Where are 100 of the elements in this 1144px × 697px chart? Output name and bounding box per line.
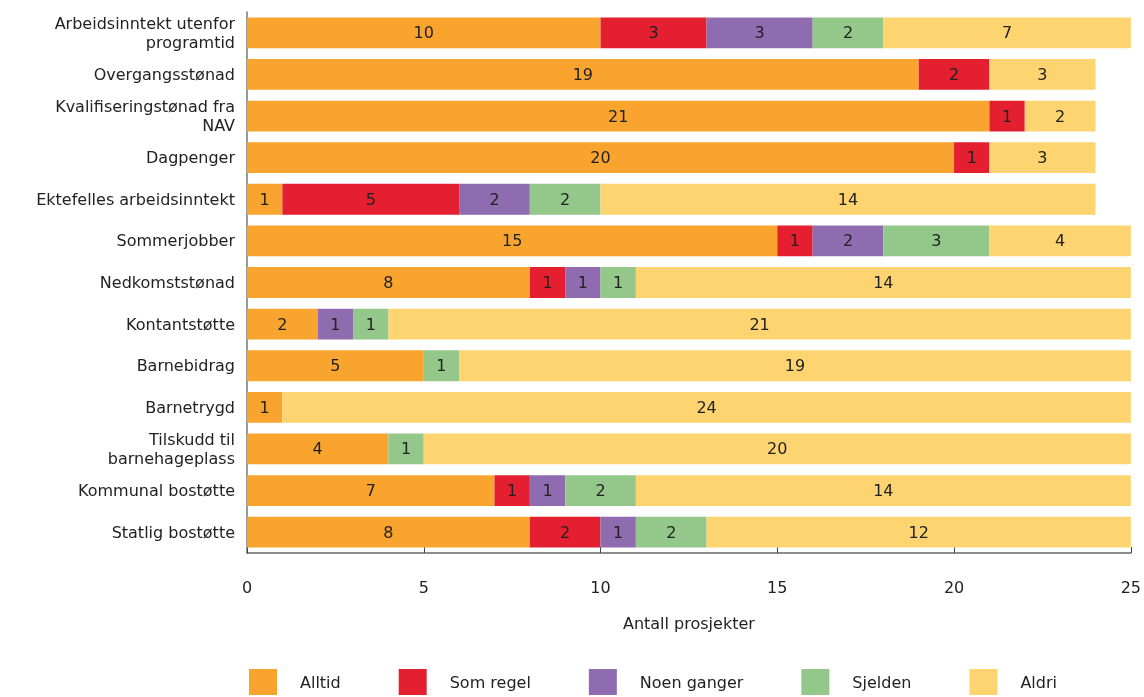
bar — [600, 17, 707, 49]
data-label: 14 — [873, 481, 894, 501]
data-label: 2 — [277, 314, 288, 334]
bar — [247, 100, 990, 132]
data-label: 21 — [749, 314, 770, 334]
x-tick-label: 25 — [1120, 577, 1141, 597]
bar — [529, 267, 566, 298]
data-label: 1 — [966, 148, 977, 168]
data-label: 1 — [542, 481, 553, 501]
data-label: 1 — [259, 189, 270, 209]
y-tick-label: Ektefelles arbeidsinntekt — [36, 189, 235, 209]
bar — [777, 225, 813, 257]
bar — [317, 308, 354, 340]
data-label: 14 — [837, 189, 859, 209]
y-tick-label: Barnetrygd — [145, 397, 235, 417]
y-tick-label: Barnebidrag — [136, 356, 235, 376]
legend-label: Aldri — [1020, 672, 1057, 692]
data-label: 19 — [572, 64, 594, 84]
y-tick-label: Sommerjobber — [116, 231, 236, 251]
data-label: 3 — [648, 23, 659, 43]
data-label: 1 — [436, 356, 447, 376]
bar — [247, 516, 530, 548]
bar — [600, 183, 1096, 215]
y-tick-label: Kontantstøtte — [126, 314, 235, 334]
data-label: 1 — [259, 397, 270, 417]
data-label: 1 — [789, 231, 801, 251]
data-label: 2 — [666, 522, 677, 542]
bar — [706, 516, 1131, 548]
bar — [989, 225, 1131, 257]
data-label: 1 — [542, 273, 553, 292]
y-tick-label: Statlig bostøtte — [111, 522, 235, 542]
data-label: 1 — [577, 273, 588, 292]
bar — [635, 516, 707, 548]
data-label: 2 — [595, 481, 606, 501]
x-axis-title: Antall prosjekter — [622, 613, 756, 633]
data-label: 7 — [1001, 23, 1013, 43]
bar — [954, 142, 990, 174]
bar — [353, 308, 389, 340]
bar — [989, 100, 1025, 132]
x-tick-label: 20 — [943, 577, 965, 597]
data-label: 1 — [507, 481, 518, 501]
y-tick-label: Nedkomststønad — [99, 273, 235, 292]
data-label: 5 — [330, 356, 341, 376]
data-label: 4 — [1055, 231, 1066, 251]
data-label: 2 — [560, 522, 571, 542]
data-label: 3 — [754, 23, 765, 43]
data-label: 1 — [613, 522, 624, 542]
data-label: 1 — [613, 273, 624, 292]
data-label: 24 — [696, 397, 717, 417]
bar — [388, 433, 424, 465]
data-label: 4 — [312, 439, 323, 459]
bar — [282, 391, 1131, 423]
y-tick-label: Arbeidsinntekt utenfor programtid — [54, 13, 236, 52]
bar — [423, 433, 1131, 465]
bar — [600, 267, 636, 298]
y-tick-label: Overgangsstønad — [93, 64, 235, 84]
bar — [565, 475, 636, 506]
bar — [635, 475, 1131, 506]
bar — [883, 17, 1131, 49]
bar — [247, 183, 283, 215]
y-tick-label: Dagpenger — [146, 148, 236, 168]
data-label: 2 — [560, 189, 571, 209]
data-label: 2 — [1055, 106, 1066, 126]
bar — [565, 267, 601, 298]
bar — [247, 267, 530, 298]
bar — [247, 433, 389, 465]
data-label: 2 — [842, 23, 854, 43]
bar — [600, 516, 636, 548]
data-label: 15 — [501, 231, 523, 251]
bar — [459, 183, 530, 215]
data-label: 2 — [842, 231, 854, 251]
bar — [282, 183, 460, 215]
legend-label: Noen ganger — [639, 672, 744, 692]
bar — [247, 17, 601, 49]
x-tick-label: 5 — [418, 577, 429, 597]
bar — [1024, 100, 1096, 132]
bar — [423, 350, 460, 382]
data-label: 3 — [931, 231, 942, 251]
data-label: 2 — [948, 64, 960, 84]
bar — [247, 225, 778, 257]
x-tick-label: 0 — [241, 577, 253, 597]
x-tick-label: 10 — [590, 577, 611, 597]
legend-label: Som regel — [449, 672, 531, 692]
bar — [918, 59, 990, 90]
data-label: 8 — [383, 522, 394, 542]
data-label: 12 — [908, 522, 929, 542]
data-label: 1 — [400, 439, 412, 459]
y-tick-label: Kommunal bostøtte — [77, 481, 235, 501]
bar — [812, 225, 884, 257]
bar — [388, 308, 1131, 340]
data-label: 3 — [1037, 64, 1048, 84]
bar — [529, 516, 601, 548]
y-tick-label: Kvalifiseringstønad fra NAV — [55, 97, 236, 136]
bar — [635, 267, 1131, 298]
legend-label: Alltid — [300, 672, 341, 692]
bar — [247, 308, 318, 340]
bar — [529, 475, 566, 506]
bar — [247, 59, 919, 90]
bar — [247, 391, 283, 423]
data-label: 10 — [413, 23, 434, 43]
